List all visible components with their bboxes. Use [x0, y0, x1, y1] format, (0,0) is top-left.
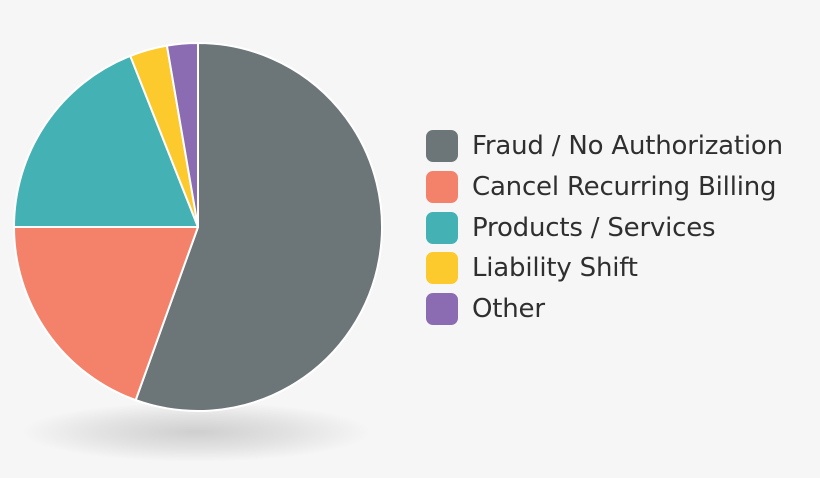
legend-swatch-fraud: [426, 130, 458, 163]
legend-item-products-services: Products / Services: [426, 207, 783, 248]
pie-slice-cancel-recurring: [13, 226, 199, 402]
legend-swatch-other: [426, 293, 458, 326]
pie-slice-other: [165, 42, 199, 228]
legend-item-other: Other: [426, 289, 783, 330]
legend-swatch-cancel-recurring: [426, 171, 458, 204]
legend-label-liability-shift: Liability Shift: [472, 253, 638, 284]
legend-swatch-products-services: [426, 211, 458, 244]
legend-label-fraud: Fraud / No Authorization: [472, 131, 783, 162]
legend-swatch-liability-shift: [426, 252, 458, 285]
legend: Fraud / No Authorization Cancel Recurrin…: [426, 126, 783, 329]
legend-item-cancel-recurring: Cancel Recurring Billing: [426, 167, 783, 208]
pie-slices: [13, 42, 383, 412]
pie-slice-products-services: [13, 54, 199, 228]
pie-shadow: [21, 402, 371, 462]
pie-slice-fraud: [134, 42, 383, 412]
legend-label-products-services: Products / Services: [472, 212, 716, 243]
legend-label-other: Other: [472, 294, 545, 325]
legend-label-cancel-recurring: Cancel Recurring Billing: [472, 172, 777, 203]
legend-item-liability-shift: Liability Shift: [426, 248, 783, 289]
legend-item-fraud: Fraud / No Authorization: [426, 126, 783, 167]
